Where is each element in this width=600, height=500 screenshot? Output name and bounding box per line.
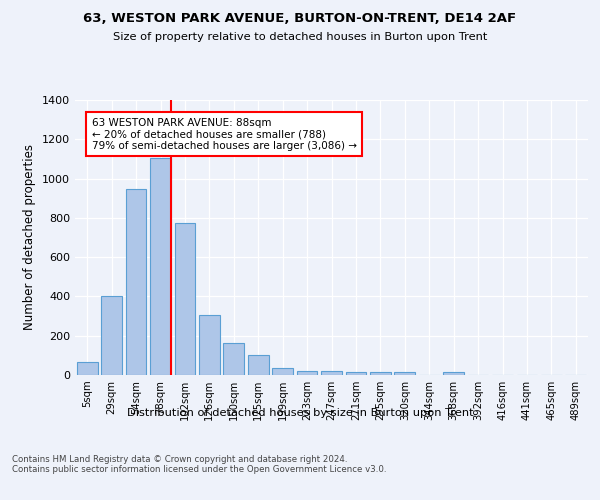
Bar — [77, 362, 98, 375]
Text: Distribution of detached houses by size in Burton upon Trent: Distribution of detached houses by size … — [127, 408, 473, 418]
Bar — [248, 356, 269, 375]
Bar — [223, 342, 244, 375]
Bar — [125, 190, 146, 375]
Bar — [394, 372, 415, 375]
Bar — [150, 158, 171, 375]
Bar — [346, 372, 367, 375]
Bar — [199, 315, 220, 375]
Bar — [296, 371, 317, 375]
Y-axis label: Number of detached properties: Number of detached properties — [23, 144, 37, 330]
Text: 63, WESTON PARK AVENUE, BURTON-ON-TRENT, DE14 2AF: 63, WESTON PARK AVENUE, BURTON-ON-TRENT,… — [83, 12, 517, 26]
Bar — [101, 296, 122, 375]
Text: Contains HM Land Registry data © Crown copyright and database right 2024.
Contai: Contains HM Land Registry data © Crown c… — [12, 455, 386, 474]
Bar — [321, 371, 342, 375]
Bar — [175, 223, 196, 375]
Bar — [443, 372, 464, 375]
Text: Size of property relative to detached houses in Burton upon Trent: Size of property relative to detached ho… — [113, 32, 487, 42]
Text: 63 WESTON PARK AVENUE: 88sqm
← 20% of detached houses are smaller (788)
79% of s: 63 WESTON PARK AVENUE: 88sqm ← 20% of de… — [92, 118, 356, 151]
Bar — [272, 368, 293, 375]
Bar — [370, 372, 391, 375]
